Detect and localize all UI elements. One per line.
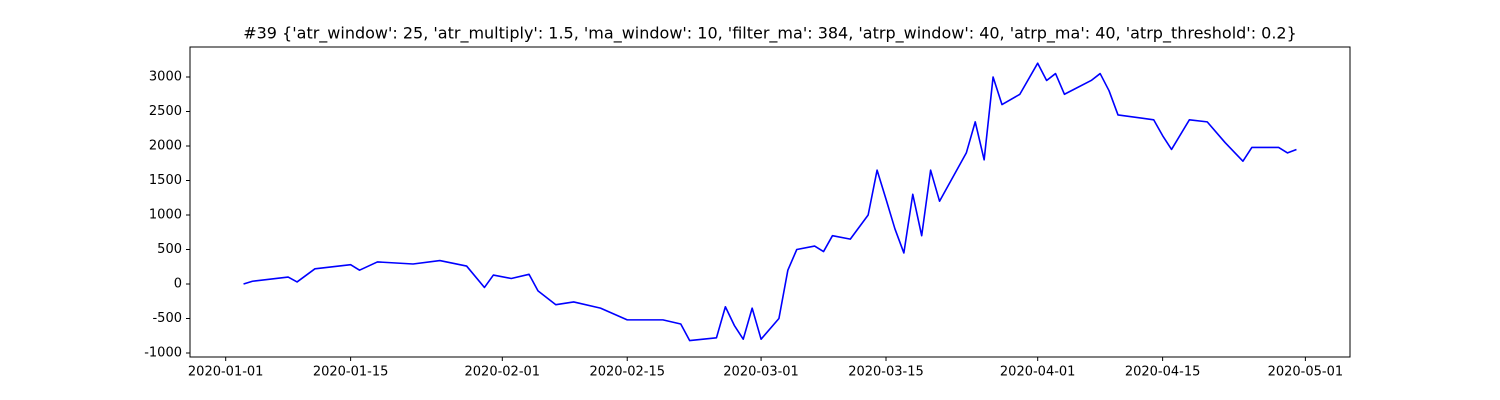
x-tick-label: 2020-02-15: [589, 365, 665, 380]
x-tick-label: 2020-02-01: [465, 365, 541, 380]
x-tick-label: 2020-03-01: [723, 365, 799, 380]
x-tick-label: 2020-04-01: [1000, 365, 1076, 380]
plot-frame: [189, 46, 1351, 358]
data-line: [243, 62, 1297, 342]
y-tick-label: 0: [174, 277, 182, 292]
chart-title: #39 {'atr_window': 25, 'atr_multiply': 1…: [243, 24, 1297, 44]
y-tick-label: -1000: [144, 345, 182, 360]
y-tick-label: -500: [152, 311, 182, 326]
x-tick-label: 2020-01-15: [313, 365, 389, 380]
y-tick-label: 1000: [149, 208, 182, 223]
y-tick-label: 1500: [149, 173, 182, 188]
x-tick-label: 2020-01-01: [188, 365, 264, 380]
y-tick-label: 2500: [149, 104, 182, 119]
y-tick-label: 500: [157, 242, 182, 257]
x-tick-label: 2020-04-15: [1125, 365, 1201, 380]
x-tick-label: 2020-03-15: [848, 365, 924, 380]
y-tick-label: 2000: [149, 139, 182, 154]
y-tick-label: 3000: [149, 70, 182, 85]
x-tick-label: 2020-05-01: [1268, 365, 1344, 380]
